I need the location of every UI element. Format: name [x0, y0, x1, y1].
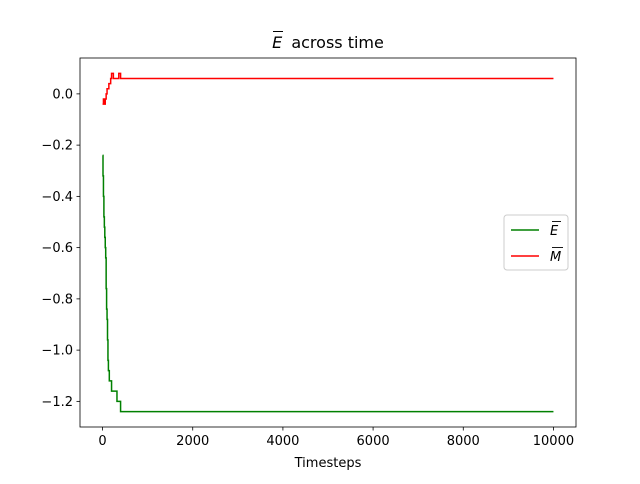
y-tick-label: −0.6 [41, 241, 73, 256]
legend-label-m: M [550, 250, 561, 265]
y-tick-label: −0.2 [41, 139, 73, 154]
series-line-m [102, 72, 554, 105]
y-tick-label: −1.0 [41, 344, 73, 359]
x-tick-label: 6000 [357, 434, 390, 449]
legend: E M [503, 214, 569, 271]
x-tick-label: 10000 [533, 434, 574, 449]
series-layer [102, 72, 554, 413]
legend-label-e: E [550, 224, 559, 239]
title-rest: across time [291, 33, 384, 52]
y-tick-label: 0.0 [52, 87, 73, 102]
title-symbol: E [272, 33, 283, 52]
x-tick-label: 8000 [447, 434, 480, 449]
series-line-e [102, 154, 554, 413]
x-axis-ticks: 0 2000 4000 6000 8000 10000 [98, 427, 574, 449]
x-tick-label: 2000 [176, 434, 209, 449]
y-tick-label: −0.8 [41, 292, 73, 307]
y-axis-ticks: 0.0 −0.2 −0.4 −0.6 −0.8 −1.0 −1.2 [41, 87, 80, 410]
chart-title: E across time [272, 33, 384, 52]
x-tick-label: 0 [98, 434, 106, 449]
y-tick-label: −1.2 [41, 395, 73, 410]
y-tick-label: −0.4 [41, 190, 73, 205]
plot-frame [79, 57, 577, 428]
x-axis-label: Timesteps [294, 456, 362, 471]
x-tick-label: 4000 [266, 434, 299, 449]
